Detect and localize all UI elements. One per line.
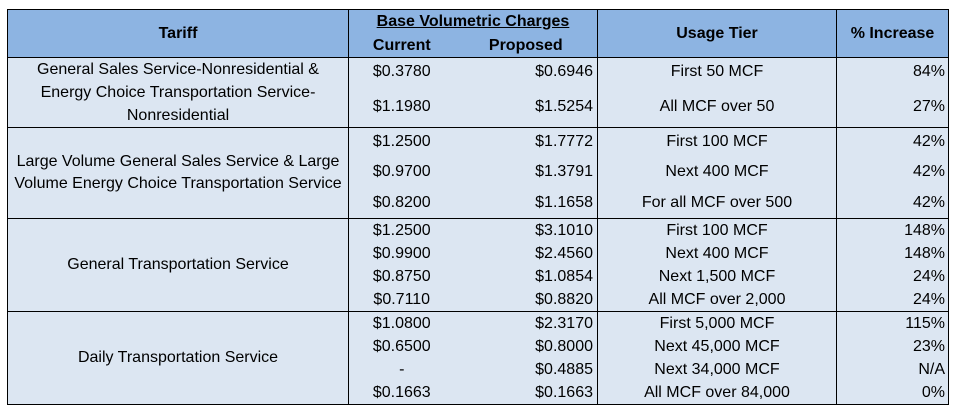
usage-tier: Next 1,500 MCF [597, 265, 837, 288]
table-row: $0.6500 $0.8000 Next 45,000 MCF 23% [8, 335, 949, 358]
usage-tier: Next 34,000 MCF [597, 358, 837, 381]
table-row: $0.9700 $1.3791 Next 400 MCF 42% [8, 156, 949, 187]
percent-increase: 23% [836, 335, 949, 358]
table-row: Large Volume General Sales Service & Lar… [7, 127, 949, 219]
header-increase: % Increase [836, 9, 949, 58]
header-base-charges: Base Volumetric Charges Current Proposed [348, 9, 598, 58]
percent-increase: 42% [836, 127, 949, 156]
proposed-charge: $1.0854 [454, 265, 598, 288]
proposed-charge: $3.1010 [454, 218, 598, 242]
header-proposed: Proposed [488, 37, 563, 54]
percent-increase: 42% [836, 156, 949, 187]
tariff-name: Large Volume General Sales Service & Lar… [7, 127, 349, 219]
percent-increase: 27% [836, 86, 949, 129]
usage-tier: Next 45,000 MCF [597, 335, 837, 358]
percent-increase: N/A [836, 358, 949, 381]
proposed-charge: $0.8820 [454, 288, 598, 312]
table-row: General Transportation Service $1.2500 $… [7, 218, 949, 312]
header-usage-tier: Usage Tier [597, 9, 837, 58]
header-tariff: Tariff [7, 9, 349, 58]
current-charge: $0.8750 [348, 265, 455, 288]
tariff-name: Daily Transportation Service [7, 311, 349, 405]
proposed-charge: $1.7772 [454, 127, 598, 156]
header-base-charges-title: Base Volumetric Charges [376, 13, 570, 30]
percent-increase: 0% [836, 381, 949, 405]
table-row: - $0.4885 Next 34,000 MCF N/A [8, 358, 949, 381]
proposed-charge: $0.4885 [454, 358, 598, 381]
current-charge: $0.3780 [348, 57, 455, 87]
usage-tier: All MCF over 84,000 [597, 381, 837, 405]
proposed-charge: $1.5254 [454, 86, 598, 129]
proposed-charge: $1.3791 [454, 156, 598, 187]
table-row: Daily Transportation Service $1.0800 $2.… [7, 311, 949, 405]
current-charge: $0.6500 [348, 335, 455, 358]
tariff-name: General Transportation Service [7, 218, 349, 312]
header-current: Current [372, 37, 431, 54]
proposed-charge: $0.6946 [454, 57, 598, 87]
current-charge: $1.1980 [348, 86, 455, 129]
table-row: $0.8750 $1.0854 Next 1,500 MCF 24% [8, 265, 949, 288]
percent-increase: 148% [836, 242, 949, 265]
usage-tier: First 100 MCF [597, 127, 837, 156]
current-charge: $1.0800 [348, 311, 455, 335]
proposed-charge: $0.1663 [454, 381, 598, 405]
tariff-table: Tariff Base Volumetric Charges Current P… [7, 9, 949, 405]
proposed-charge: $1.1658 [454, 187, 598, 219]
current-charge: $0.8200 [348, 187, 455, 219]
usage-tier: All MCF over 50 [597, 86, 837, 129]
table-row: $0.9900 $2.4560 Next 400 MCF 148% [8, 242, 949, 265]
table-row: $0.8200 $1.1658 For all MCF over 500 42% [8, 187, 949, 219]
usage-tier: All MCF over 2,000 [597, 288, 837, 312]
current-charge: $1.2500 [348, 218, 455, 242]
usage-tier: For all MCF over 500 [597, 187, 837, 219]
current-charge: $0.1663 [348, 381, 455, 405]
usage-tier: Next 400 MCF [597, 242, 837, 265]
percent-increase: 148% [836, 218, 949, 242]
table-row: General Sales Service-Nonresidential & E… [7, 57, 949, 128]
table-row: $0.1663 $0.1663 All MCF over 84,000 0% [8, 381, 949, 405]
usage-tier: Next 400 MCF [597, 156, 837, 187]
tariff-name: General Sales Service-Nonresidential & E… [7, 57, 349, 128]
percent-increase: 115% [836, 311, 949, 335]
current-charge: $1.2500 [348, 127, 455, 156]
proposed-charge: $0.8000 [454, 335, 598, 358]
current-charge: $0.9700 [348, 156, 455, 187]
usage-tier: First 5,000 MCF [597, 311, 837, 335]
percent-increase: 42% [836, 187, 949, 219]
current-charge: $0.7110 [348, 288, 455, 312]
current-charge: - [348, 358, 455, 381]
percent-increase: 24% [836, 288, 949, 312]
usage-tier: First 100 MCF [597, 218, 837, 242]
percent-increase: 24% [836, 265, 949, 288]
proposed-charge: $2.4560 [454, 242, 598, 265]
current-charge: $0.9900 [348, 242, 455, 265]
usage-tier: First 50 MCF [597, 57, 837, 87]
percent-increase: 84% [836, 57, 949, 87]
proposed-charge: $2.3170 [454, 311, 598, 335]
table-row: $0.7110 $0.8820 All MCF over 2,000 24% [8, 288, 949, 312]
table-row: $1.1980 $1.5254 All MCF over 50 27% [8, 86, 949, 129]
